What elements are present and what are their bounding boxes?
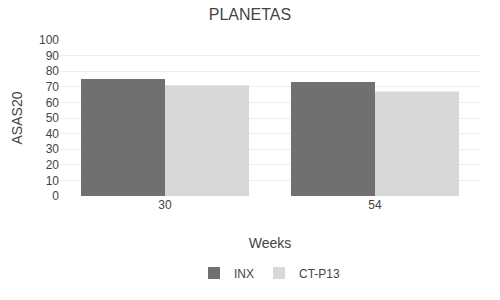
svg-text:90: 90 — [46, 49, 60, 63]
svg-text:Weeks: Weeks — [249, 235, 292, 251]
svg-text:80: 80 — [46, 64, 60, 78]
svg-text:30: 30 — [46, 142, 60, 156]
svg-text:INX: INX — [234, 267, 254, 281]
svg-text:20: 20 — [46, 158, 60, 172]
svg-text:30: 30 — [158, 198, 172, 212]
svg-text:CT-P13: CT-P13 — [299, 267, 340, 281]
svg-text:10: 10 — [46, 174, 60, 188]
svg-text:60: 60 — [46, 96, 60, 110]
svg-text:40: 40 — [46, 127, 60, 141]
svg-text:70: 70 — [46, 80, 60, 94]
svg-text:100: 100 — [39, 33, 59, 47]
svg-text:PLANETAS: PLANETAS — [209, 6, 291, 23]
svg-text:50: 50 — [46, 111, 60, 125]
svg-text:ASAS20: ASAS20 — [9, 91, 25, 144]
svg-text:54: 54 — [368, 198, 382, 212]
svg-text:0: 0 — [52, 189, 59, 203]
